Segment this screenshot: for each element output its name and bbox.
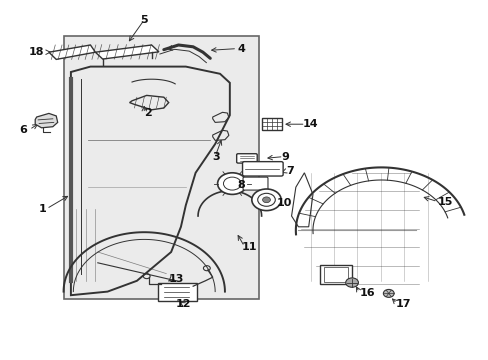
Polygon shape	[49, 45, 95, 59]
Text: 1: 1	[39, 204, 46, 214]
Text: 7: 7	[285, 166, 293, 176]
Bar	[323, 267, 347, 282]
Text: 8: 8	[237, 180, 244, 190]
Text: 6: 6	[19, 125, 27, 135]
FancyBboxPatch shape	[158, 283, 196, 301]
Bar	[261, 118, 282, 130]
Text: 3: 3	[212, 152, 220, 162]
Text: 16: 16	[359, 288, 374, 298]
FancyBboxPatch shape	[243, 177, 267, 190]
Text: 12: 12	[175, 299, 191, 309]
Bar	[320, 265, 351, 284]
Text: 17: 17	[395, 299, 411, 309]
Text: 4: 4	[237, 44, 244, 54]
Text: 13: 13	[168, 274, 183, 284]
Text: 11: 11	[242, 242, 257, 252]
Text: 5: 5	[140, 15, 148, 25]
Circle shape	[262, 197, 270, 203]
Text: 2: 2	[144, 108, 152, 118]
Text: 9: 9	[281, 152, 288, 162]
Text: 18: 18	[28, 47, 44, 57]
Circle shape	[217, 173, 246, 194]
Circle shape	[345, 278, 358, 287]
Bar	[63, 36, 259, 299]
Circle shape	[383, 289, 393, 297]
FancyBboxPatch shape	[242, 162, 283, 176]
Circle shape	[251, 189, 281, 211]
Text: 10: 10	[276, 198, 291, 208]
Text: 14: 14	[303, 119, 318, 129]
FancyBboxPatch shape	[236, 154, 257, 163]
Text: 15: 15	[437, 197, 452, 207]
Polygon shape	[35, 113, 58, 128]
Polygon shape	[95, 45, 159, 59]
